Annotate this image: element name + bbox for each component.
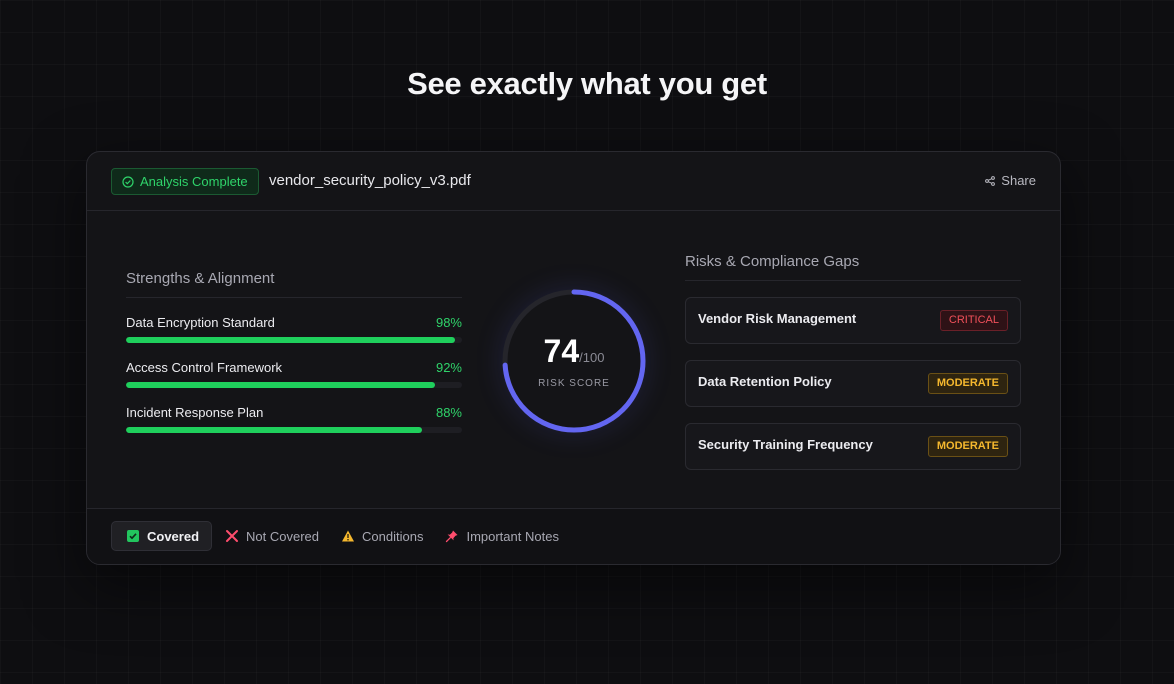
risks-list: Vendor Risk Management CRITICAL Data Reten… xyxy=(685,297,1021,470)
legend-label: Not Covered xyxy=(246,528,320,544)
gauge-ring xyxy=(502,289,646,433)
risk-item[interactable]: Vendor Risk Management CRITICAL xyxy=(685,297,1021,344)
strength-percentage: 98% xyxy=(435,315,462,330)
strengths-section: Strengths & Alignment Data Encryption St… xyxy=(126,270,462,433)
strength-progress-fill xyxy=(126,382,436,388)
strength-item: Access Control Framework 92% xyxy=(126,360,462,388)
strength-progress-fill xyxy=(126,427,422,433)
risk-score-gauge: 74 /100 RISK SCORE xyxy=(500,287,648,435)
risk-name: Security Training Frequency xyxy=(698,437,873,452)
page-headline: See exactly what you get xyxy=(407,66,767,101)
risk-score-max: /100 xyxy=(579,350,605,365)
risk-score-value: 74 xyxy=(543,333,580,369)
share-button[interactable]: Share xyxy=(985,173,1036,188)
strength-label: Incident Response Plan xyxy=(126,405,264,420)
severity-badge: MODERATE xyxy=(927,436,1008,457)
risks-section: Risks & Compliance Gaps Vendor Risk Mana… xyxy=(685,253,1021,470)
pushpin-icon xyxy=(446,530,458,543)
strength-percentage: 88% xyxy=(435,405,462,420)
legend-filter-important-notes[interactable]: Important Notes xyxy=(436,521,568,551)
severity-badge: CRITICAL xyxy=(939,310,1008,331)
legend-label: Covered xyxy=(147,528,200,544)
legend-bar: Covered Not Covered Conditions Important No… xyxy=(87,508,1060,564)
strength-item: Data Encryption Standard 98% xyxy=(126,315,462,343)
risk-name: Vendor Risk Management xyxy=(698,311,857,326)
x-mark-icon xyxy=(226,530,239,542)
analysis-status-label: Analysis Complete xyxy=(140,174,248,189)
legend-filter-conditions[interactable]: Conditions xyxy=(332,521,432,551)
strength-progress-bar xyxy=(126,427,462,433)
risk-item[interactable]: Data Retention Policy MODERATE xyxy=(685,360,1021,407)
severity-badge: MODERATE xyxy=(927,373,1008,394)
card-header: Analysis Complete vendor_security_policy… xyxy=(87,152,1060,211)
analysis-card: Analysis Complete vendor_security_policy… xyxy=(86,151,1061,565)
share-label: Share xyxy=(1001,173,1036,188)
strength-label: Data Encryption Standard xyxy=(126,315,275,330)
strength-percentage: 92% xyxy=(435,360,462,375)
gauge-center: 74 /100 RISK SCORE xyxy=(500,333,648,389)
check-circle-icon xyxy=(122,175,134,188)
check-square-icon xyxy=(127,530,139,542)
risk-item[interactable]: Security Training Frequency MODERATE xyxy=(685,423,1021,470)
legend-label: Conditions xyxy=(362,528,424,544)
strength-item: Incident Response Plan 88% xyxy=(126,405,462,433)
risks-title: Risks & Compliance Gaps xyxy=(685,253,1021,281)
strength-progress-fill xyxy=(126,337,456,343)
legend-items: Covered Not Covered Conditions Important No… xyxy=(111,521,568,551)
risk-score-label: RISK SCORE xyxy=(538,378,610,389)
legend-label: Important Notes xyxy=(466,528,559,544)
risk-name: Data Retention Policy xyxy=(698,374,832,389)
share-icon xyxy=(985,175,996,186)
strength-progress-bar xyxy=(126,382,462,388)
strength-progress-bar xyxy=(126,337,462,343)
warning-icon xyxy=(342,530,355,542)
analysis-status-badge: Analysis Complete xyxy=(111,168,259,195)
document-filename: vendor_security_policy_v3.pdf xyxy=(269,172,471,189)
strength-label: Access Control Framework xyxy=(126,360,283,375)
strengths-title: Strengths & Alignment xyxy=(126,270,462,298)
gauge-progress-arc xyxy=(502,289,646,433)
legend-filter-covered[interactable]: Covered xyxy=(111,521,213,551)
legend-filter-not-covered[interactable]: Not Covered xyxy=(216,521,328,551)
strengths-list: Data Encryption Standard 98% Access Contro… xyxy=(126,315,462,433)
